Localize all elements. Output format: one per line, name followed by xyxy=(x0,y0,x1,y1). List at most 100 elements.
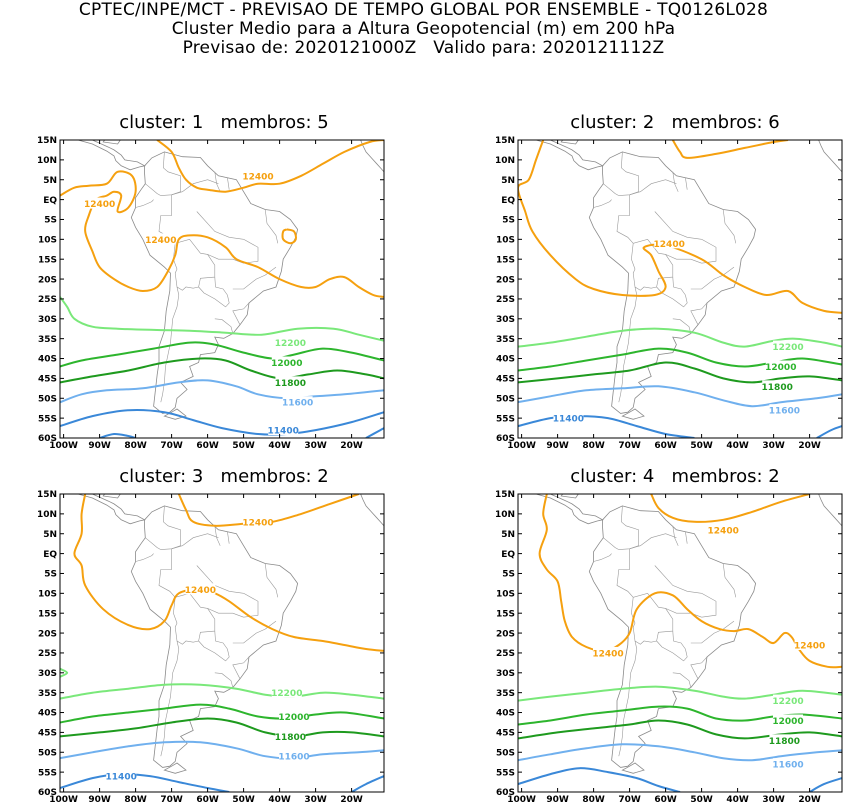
border-line xyxy=(593,553,612,562)
contour-label-bg xyxy=(762,380,793,392)
map-content: 12400 12400 12200 12000 11800 11600 11400 xyxy=(59,493,385,793)
contour-label: 12400 xyxy=(242,518,273,528)
contour-label: 11400 xyxy=(106,773,137,783)
contour-label-bg xyxy=(769,734,800,746)
lat-tick-label: 15S xyxy=(38,609,57,619)
border-line xyxy=(672,277,686,296)
lat-tick-label: EQ xyxy=(43,196,57,206)
border-line xyxy=(145,183,161,196)
contour-label-bg xyxy=(271,356,302,368)
lat-tick-label: 45S xyxy=(496,375,515,385)
border-line xyxy=(135,553,154,562)
contour-line xyxy=(60,170,384,298)
contour-label: 11800 xyxy=(769,737,800,747)
contour-line xyxy=(518,719,842,740)
lat-tick-label: 10N xyxy=(37,510,57,520)
header-line-2: Cluster Medio para a Altura Geopotencial… xyxy=(171,19,676,39)
contour-label: 12200 xyxy=(275,339,306,349)
border-line xyxy=(685,177,688,190)
contour-line xyxy=(60,740,384,760)
contour-label-bg xyxy=(279,750,309,762)
border-line xyxy=(207,608,244,618)
contour-line xyxy=(518,327,842,348)
map-axes: 15N 10N 5N EQ 5S 10S 15S 20S 25S 30S 35S 40S 45S 50S 5… xyxy=(37,490,384,803)
lon-tick-label: 70W xyxy=(618,441,641,451)
contour-line xyxy=(816,425,842,438)
lat-tick-label: 55S xyxy=(38,768,57,778)
border-line xyxy=(701,239,717,264)
lat-tick-label: 50S xyxy=(496,748,515,758)
border-line xyxy=(690,266,735,290)
contour-label-bg xyxy=(773,340,803,352)
border-line xyxy=(214,171,221,192)
lon-tick-label: 40W xyxy=(726,795,749,803)
border-line xyxy=(264,563,279,598)
border-line xyxy=(160,179,219,196)
contour-line xyxy=(60,341,384,368)
contour-label-bg xyxy=(185,583,216,595)
lon-tick-label: 60W xyxy=(654,795,677,803)
lon-tick-label: 60W xyxy=(196,795,219,803)
lat-tick-label: 20S xyxy=(38,629,57,639)
border-line xyxy=(672,631,686,650)
contour-line xyxy=(60,408,384,436)
lat-tick-label: EQ xyxy=(43,550,57,560)
lat-tick-label: 60S xyxy=(496,788,515,798)
lat-tick-label: 35S xyxy=(496,335,515,345)
lon-tick-label: 90W xyxy=(88,441,111,451)
border-line xyxy=(160,533,219,550)
coastline xyxy=(560,140,579,145)
border-line xyxy=(685,531,688,544)
lat-tick-label: 55S xyxy=(496,768,515,778)
contour-label-bg xyxy=(794,638,825,650)
contour-label: 12200 xyxy=(772,697,803,707)
contour-label: 12400 xyxy=(794,641,825,651)
border-line xyxy=(672,171,679,192)
contour-label: 12000 xyxy=(271,359,302,369)
lat-tick-label: 25S xyxy=(38,649,57,659)
lat-tick-label: EQ xyxy=(501,550,515,560)
border-line xyxy=(160,640,180,757)
lat-tick-label: 15N xyxy=(37,490,57,500)
lat-tick-label: 5N xyxy=(501,530,515,540)
coastline xyxy=(560,494,579,499)
lat-tick-label: 15N xyxy=(495,136,515,146)
lat-tick-label: 10N xyxy=(495,156,515,166)
contour-line xyxy=(60,296,384,342)
border-line xyxy=(690,620,735,644)
lon-tick-label: 60W xyxy=(654,441,677,451)
coastline xyxy=(518,140,604,171)
border-line xyxy=(722,209,737,244)
lat-tick-label: 5S xyxy=(502,216,515,226)
lat-tick-label: 10S xyxy=(496,236,515,246)
border-line xyxy=(243,239,259,264)
lon-tick-label: 30W xyxy=(762,441,785,451)
border-line xyxy=(214,672,234,688)
coastline xyxy=(163,762,187,774)
lon-tick-label: 90W xyxy=(546,441,569,451)
map-content: 12400 12400 12400 12200 12000 11800 11600 11400 xyxy=(59,139,385,439)
border-line xyxy=(176,640,199,645)
lat-tick-label: 50S xyxy=(38,394,57,404)
contour-line xyxy=(60,683,384,700)
contour-line xyxy=(809,777,842,792)
header-line-1: CPTEC/INPE/MCT - PREVISAO DE TEMPO GLOBA… xyxy=(78,0,769,20)
lat-tick-label: 45S xyxy=(496,729,515,739)
lat-tick-label: 5N xyxy=(501,176,515,186)
border-line xyxy=(214,631,228,650)
coastline xyxy=(60,140,146,171)
border-line xyxy=(160,286,180,403)
contour-label-bg xyxy=(773,714,803,726)
contour-label: 11800 xyxy=(275,379,306,389)
lat-tick-label: 15N xyxy=(37,136,57,146)
coastline xyxy=(518,494,604,525)
lon-tick-label: 20W xyxy=(340,795,363,803)
lon-tick-label: 80W xyxy=(582,441,605,451)
lat-tick-label: 10N xyxy=(37,156,57,166)
contour-label: 11800 xyxy=(762,383,793,393)
coastline xyxy=(360,140,384,176)
contour-label: 12400 xyxy=(242,172,273,182)
lon-tick-label: 30W xyxy=(762,795,785,803)
contour-label: 12200 xyxy=(772,343,803,353)
contour-label-bg xyxy=(271,686,302,698)
